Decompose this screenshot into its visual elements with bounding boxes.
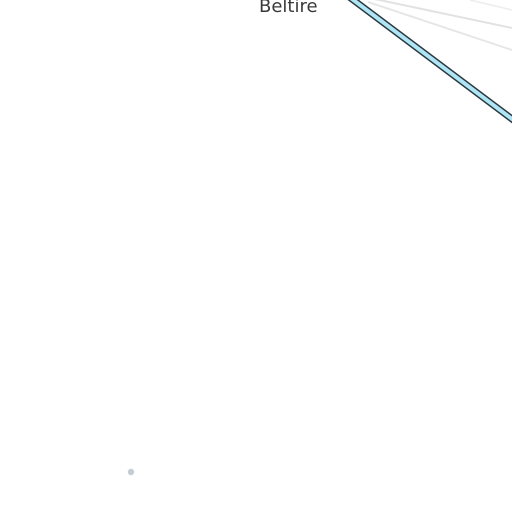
point-marker[interactable]: [127, 468, 135, 476]
minor-road[interactable]: [469, 0, 512, 11]
minor-road[interactable]: [370, 0, 512, 29]
major-road-casing: [347, 0, 512, 124]
major-road[interactable]: [348, 0, 512, 122]
place-label: Beltire: [259, 0, 318, 17]
minor-road[interactable]: [367, 1, 512, 51]
